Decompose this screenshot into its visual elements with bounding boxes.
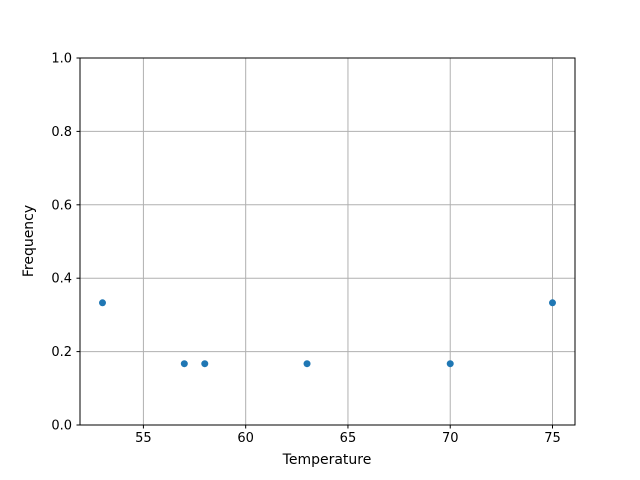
y-axis-label: Frequency bbox=[21, 205, 37, 277]
data-point bbox=[180, 360, 188, 368]
y-axis-tick-label: 0.6 bbox=[51, 198, 72, 213]
y-axis-tick-label: 0.8 bbox=[51, 125, 72, 140]
x-axis-tick-label: 55 bbox=[135, 431, 152, 446]
x-axis-tick-label: 70 bbox=[442, 431, 459, 446]
x-axis-tick-label: 75 bbox=[544, 431, 561, 446]
x-axis-tick-label: 60 bbox=[237, 431, 254, 446]
tick-layer: 55 60 65 70 75 0.0 0.2 0.4 0.6 0.8 1.0 bbox=[51, 52, 560, 447]
point-layer bbox=[99, 299, 556, 368]
y-axis-tick-label: 0.2 bbox=[51, 345, 72, 360]
grid-layer bbox=[80, 57, 575, 426]
y-axis-tick-label: 1.0 bbox=[51, 52, 72, 67]
data-point bbox=[549, 299, 556, 307]
data-point bbox=[303, 360, 311, 368]
y-axis-tick-label: 0.4 bbox=[51, 272, 72, 287]
data-point bbox=[99, 299, 106, 307]
plot-border bbox=[79, 57, 576, 426]
x-axis-tick-label: 65 bbox=[340, 431, 357, 446]
y-axis-tick-label: 0.0 bbox=[51, 419, 72, 434]
data-point bbox=[201, 360, 209, 368]
data-point bbox=[446, 360, 454, 368]
x-axis-label: Temperature bbox=[282, 452, 372, 468]
